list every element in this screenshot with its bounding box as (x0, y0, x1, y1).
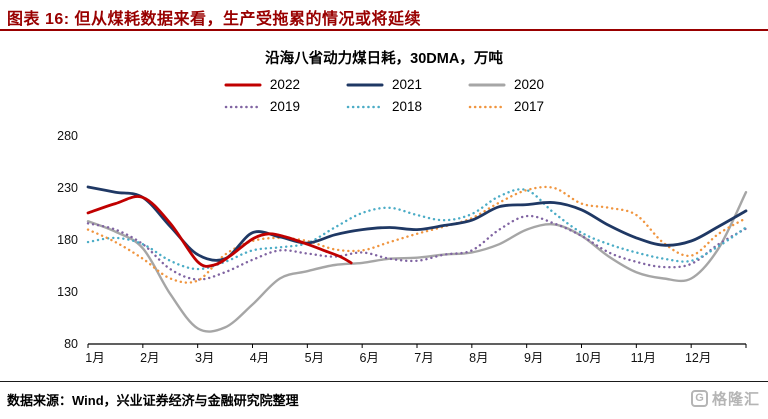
y-tick-label: 230 (57, 181, 78, 195)
x-tick-label: 2月 (140, 351, 159, 365)
legend-row: 2019 2018 2017 (224, 99, 544, 114)
x-tick-label: 12月 (685, 351, 711, 365)
legend-swatch-2022 (224, 83, 262, 86)
line-chart: 1月 2月 3月 4月 5月 6月 7月 8月 9月 10月 11月 12月 80 130 180 230 28… (57, 129, 748, 365)
legend-label-2020: 2020 (514, 77, 545, 92)
data-source-note: 数据来源：Wind，兴业证券经济与金融研究院整理 (7, 393, 299, 408)
legend-item-2019: 2019 (224, 99, 300, 114)
legend-item-2018: 2018 (346, 99, 422, 114)
legend-label-2021: 2021 (391, 77, 423, 92)
legend-item-2022: 2022 (224, 77, 300, 92)
x-tick-label: 9月 (524, 351, 543, 365)
legend-label-2019: 2019 (269, 99, 300, 114)
series-line-2017 (86, 185, 748, 284)
legend-swatch-2018 (346, 105, 384, 108)
legend-label-2022: 2022 (269, 77, 300, 92)
series-line-2021 (86, 185, 748, 262)
legend-label-2017: 2017 (514, 99, 545, 114)
x-tick-label: 1月 (85, 351, 104, 365)
legend-item-2020: 2020 (468, 77, 544, 92)
y-tick-label: 280 (57, 129, 78, 143)
series-line-2020 (86, 191, 748, 333)
legend-label-2018: 2018 (391, 99, 423, 114)
chart-title: 沿海八省动力煤日耗，30DMA，万吨 (265, 51, 503, 67)
x-tick-label: 6月 (359, 351, 378, 365)
legend-swatch-2019 (224, 105, 262, 108)
x-tick-label: 11月 (631, 351, 656, 365)
chart-legend: 2022 2021 2020 2019 2018 2017 (0, 77, 768, 114)
x-tick-label: 5月 (305, 351, 324, 365)
series-line-2018 (86, 188, 748, 271)
gelonghui-text: 格隆汇 (711, 391, 760, 408)
y-tick-label: 180 (57, 233, 78, 247)
gelonghui-watermark: G 格隆汇 (690, 388, 760, 409)
y-tick-label: 130 (57, 285, 78, 299)
y-tick-label: 80 (64, 337, 78, 351)
figure-header-title: 图表 16: 但从煤耗数据来看，生产受拖累的情况或将延续 (7, 11, 422, 28)
x-tick-label: 4月 (250, 351, 269, 365)
series-line-2019 (86, 214, 748, 281)
series-line-2022 (86, 195, 353, 268)
footer-divider (0, 381, 768, 382)
x-tick-label: 3月 (195, 351, 214, 365)
legend-row: 2022 2021 2020 (224, 77, 544, 92)
x-tick-label: 7月 (414, 351, 433, 365)
gelonghui-logo-icon: G (690, 390, 708, 407)
header-divider (0, 29, 768, 31)
legend-swatch-2021 (346, 83, 384, 86)
x-tick-label: 8月 (469, 351, 488, 365)
x-tick-label: 10月 (575, 351, 601, 365)
legend-swatch-2020 (468, 83, 506, 86)
legend-item-2021: 2021 (346, 77, 422, 92)
legend-item-2017: 2017 (468, 99, 544, 114)
legend-swatch-2017 (468, 105, 506, 108)
